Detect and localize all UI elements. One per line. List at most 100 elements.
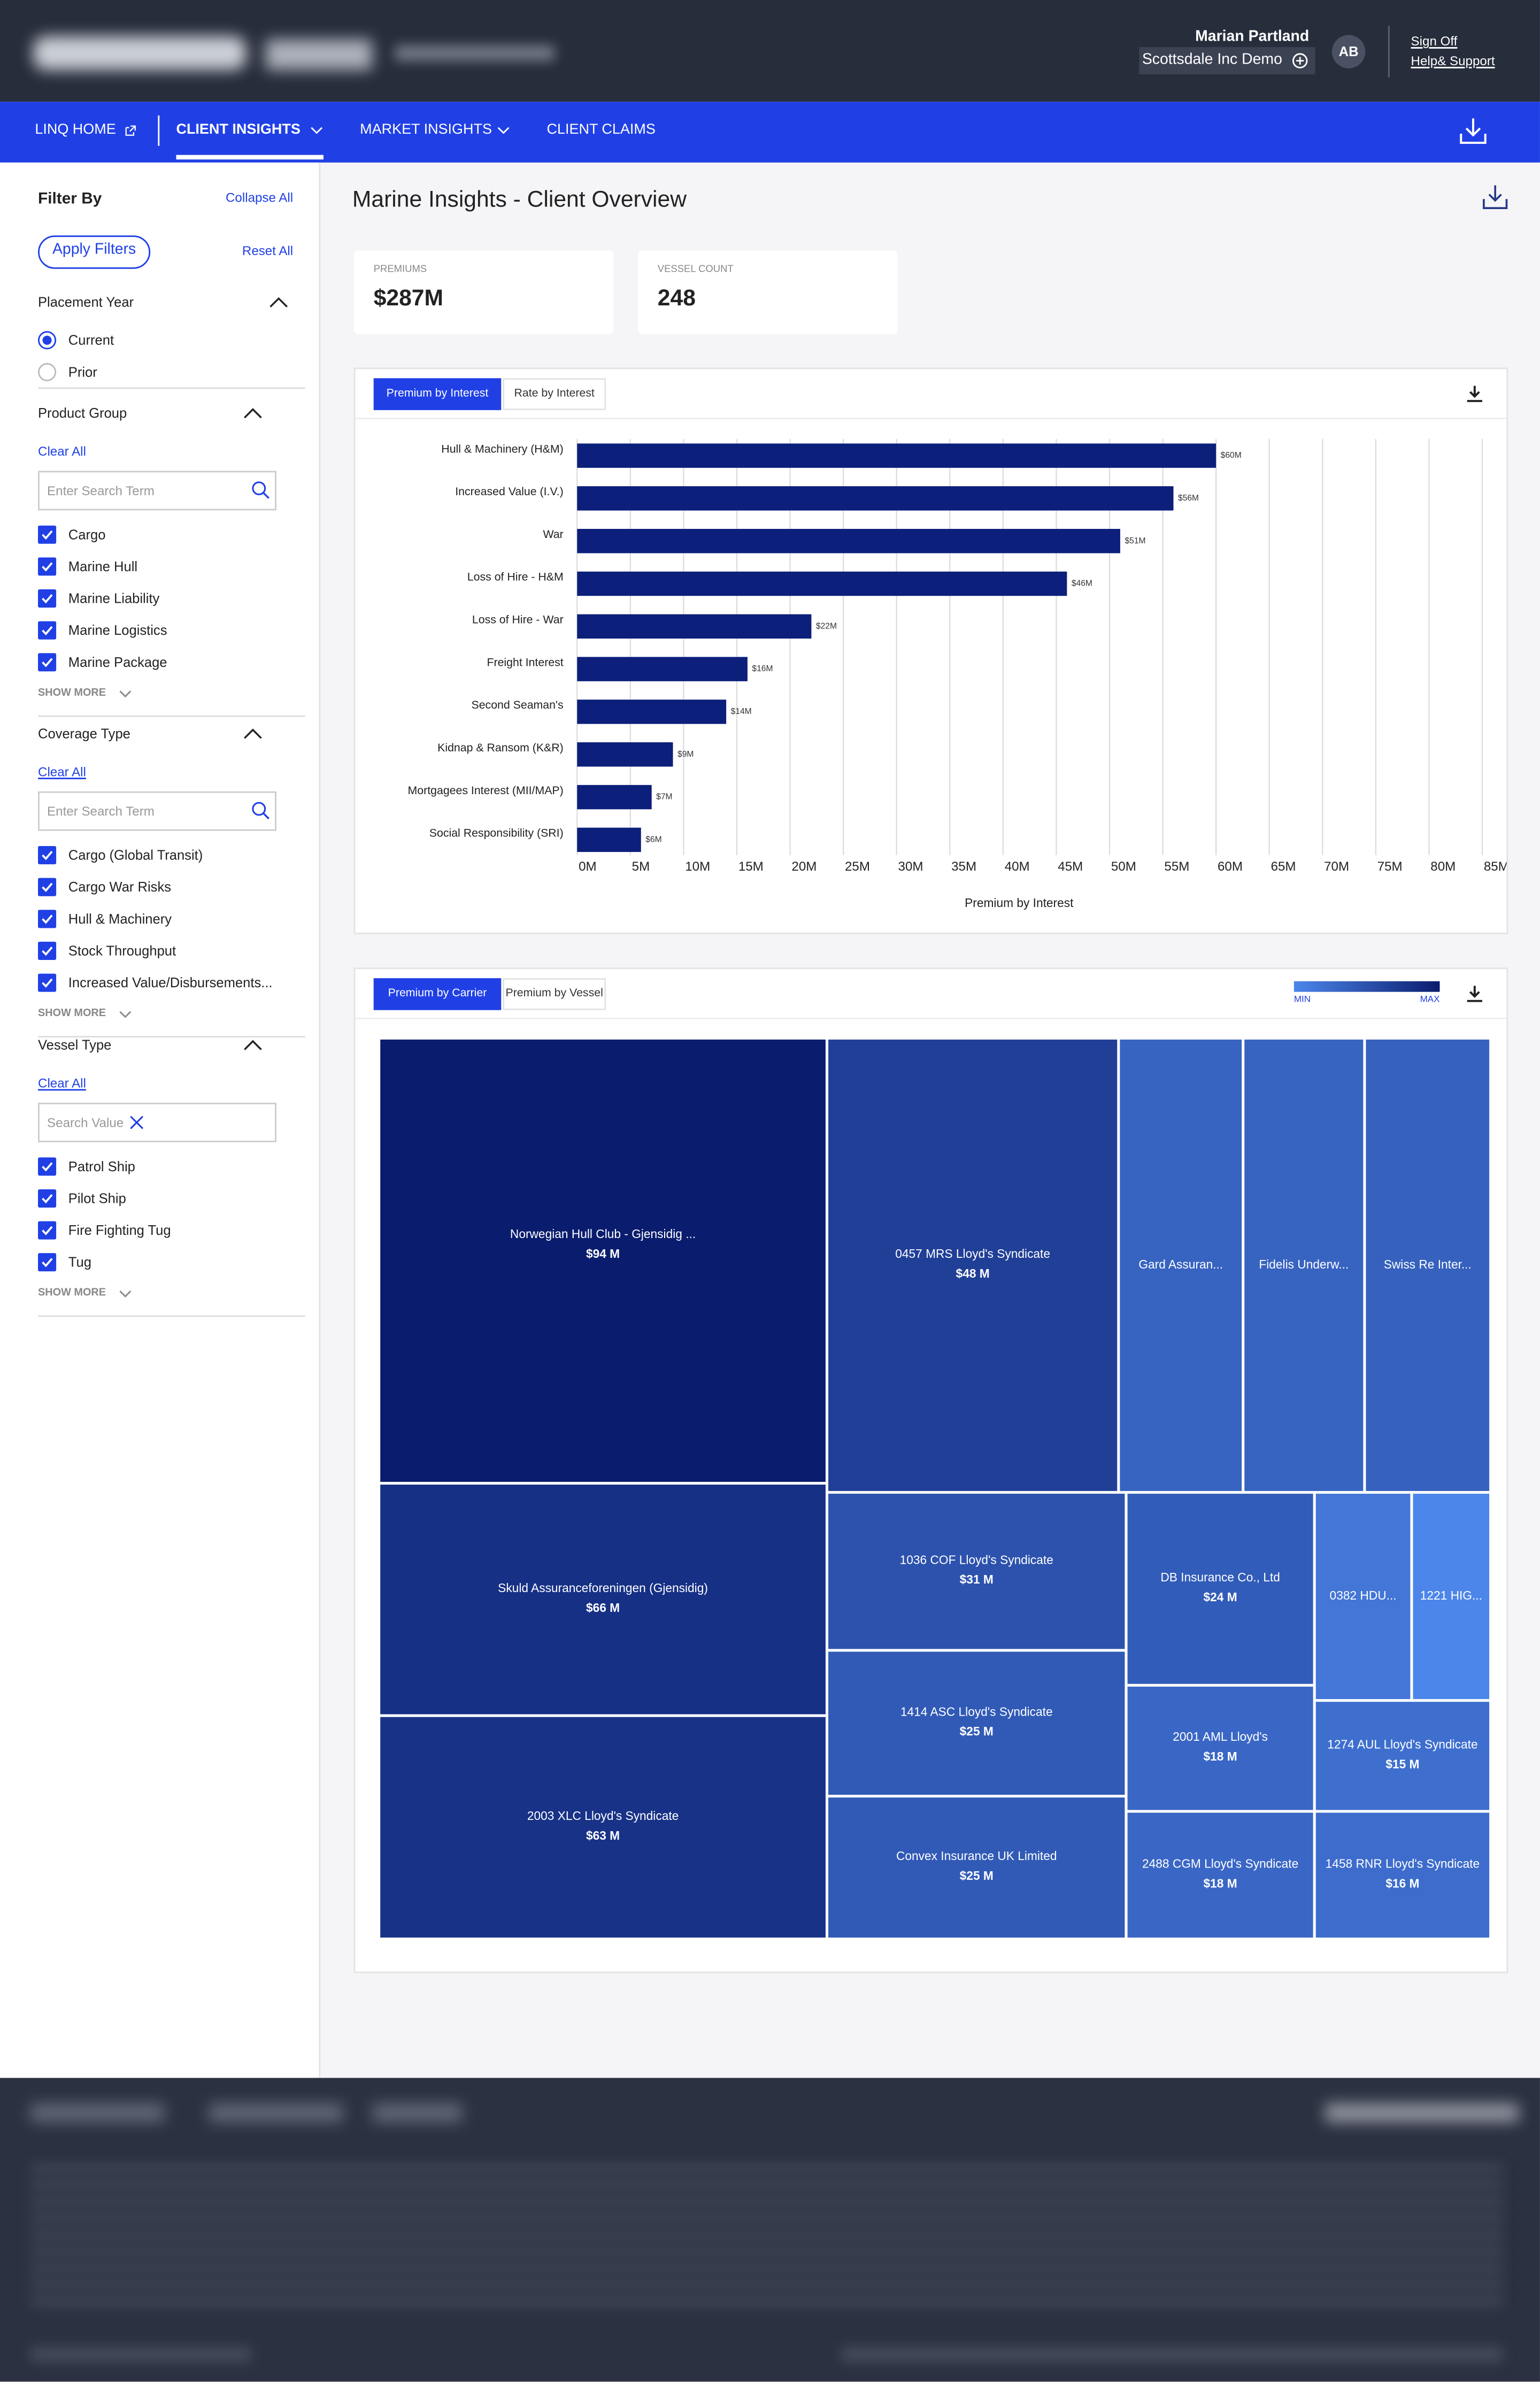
treemap-cell[interactable] xyxy=(379,1038,827,1484)
nav-divider xyxy=(158,115,160,146)
apply-label[interactable]: Apply Filters xyxy=(52,241,136,258)
show-more-chevron-shape xyxy=(119,690,132,698)
chart-tab[interactable] xyxy=(503,378,606,410)
chart-tab[interactable] xyxy=(373,978,502,1010)
collapse-all[interactable]: Collapse All xyxy=(225,190,294,205)
checkbox[interactable] xyxy=(38,589,57,608)
checkbox-label: Increased Value/Disbursements... xyxy=(68,975,273,990)
treemap-cell[interactable] xyxy=(1126,1811,1314,1939)
treemap-cell[interactable] xyxy=(1314,1700,1491,1811)
nav-item[interactable]: CLIENT INSIGHTS xyxy=(176,121,301,139)
collapse-chevron[interactable] xyxy=(270,297,288,308)
radio[interactable] xyxy=(38,331,57,350)
checkbox[interactable] xyxy=(38,1189,57,1208)
checkbox[interactable] xyxy=(38,1157,57,1176)
checkbox[interactable] xyxy=(38,941,57,961)
account-name[interactable]: Scottsdale Inc Demo xyxy=(1142,51,1282,68)
collapse-chevron-shape xyxy=(244,728,262,739)
search-icon[interactable] xyxy=(252,481,270,499)
checkbox[interactable] xyxy=(38,1253,57,1272)
treemap-cell[interactable] xyxy=(379,1483,827,1716)
treemap-cell[interactable] xyxy=(827,1650,1126,1796)
cell-value: $18 M xyxy=(1204,1876,1237,1890)
chart-download-icon[interactable] xyxy=(1467,986,1483,1002)
radio[interactable] xyxy=(38,363,57,381)
treemap-cell[interactable] xyxy=(827,1038,1119,1493)
download-icon-shape xyxy=(1460,118,1487,144)
chart-tab[interactable] xyxy=(373,378,502,410)
data-label: $60M xyxy=(1221,451,1242,460)
cell-label: 2001 AML Lloyd's xyxy=(1173,1730,1268,1743)
treemap-cell[interactable] xyxy=(827,1492,1126,1650)
chart-download-icon[interactable] xyxy=(1467,386,1483,402)
collapse-chevron[interactable] xyxy=(244,728,262,739)
checkbox[interactable] xyxy=(38,846,57,865)
show-more[interactable]: SHOW MORE xyxy=(38,1008,106,1019)
collapse-chevron[interactable] xyxy=(244,408,262,419)
bar-chart-panel: Premium by Interest Rate by Interest 0M 5M 1… xyxy=(353,367,1508,934)
checkbox[interactable] xyxy=(38,910,57,928)
checkbox[interactable] xyxy=(38,653,57,672)
bar-chart: 0M 5M 10M 15M 20M 25M 30M 35M 40M 45M 50M 55M 60M 65M… xyxy=(408,439,1506,910)
download-icon[interactable] xyxy=(1459,118,1487,144)
chart-tab[interactable] xyxy=(503,978,606,1010)
x-tick-label: 5M xyxy=(632,859,650,874)
data-label: $9M xyxy=(677,750,694,759)
search-box[interactable] xyxy=(38,791,276,831)
cell-value: $63 M xyxy=(586,1828,620,1842)
treemap-cell[interactable] xyxy=(1412,1492,1491,1701)
nav-item[interactable]: LINQ HOME xyxy=(35,121,116,139)
checkbox[interactable] xyxy=(38,1221,57,1240)
cell-label: Skuld Assuranceforeningen (Gjensidig) xyxy=(498,1581,708,1595)
download-icon[interactable] xyxy=(1482,185,1508,210)
clear-all[interactable]: Clear All xyxy=(38,1075,86,1091)
collapse-chevron-shape xyxy=(270,297,288,308)
cell-label: 1221 HIG... xyxy=(1420,1588,1482,1602)
show-more[interactable]: SHOW MORE xyxy=(38,1288,106,1299)
section-divider xyxy=(38,1315,305,1317)
apply-button[interactable] xyxy=(38,235,151,269)
treemap-cell[interactable] xyxy=(1365,1038,1491,1493)
nav-item[interactable]: MARKET INSIGHTS xyxy=(360,121,492,139)
reset-all[interactable]: Reset All xyxy=(242,243,294,258)
data-label: $51M xyxy=(1125,536,1145,545)
treemap-cell[interactable] xyxy=(1314,1492,1412,1701)
clear-all[interactable]: Clear All xyxy=(38,443,86,459)
external-link-icon-shape xyxy=(125,125,136,136)
treemap-cell[interactable] xyxy=(827,1796,1126,1939)
checkbox[interactable] xyxy=(38,557,57,576)
checkbox[interactable] xyxy=(38,525,57,544)
clear-search-icon[interactable] xyxy=(130,1116,144,1129)
cell-label: Norwegian Hull Club - Gjensidig ... xyxy=(510,1227,696,1241)
y-tick-label: Loss of Hire - War xyxy=(472,613,564,626)
treemap-cell[interactable] xyxy=(1243,1038,1365,1493)
kpi-label: PREMIUMS xyxy=(373,264,427,275)
checkbox-label: Cargo War Risks xyxy=(68,879,172,895)
y-tick-label: Mortgagees Interest (MII/MAP) xyxy=(408,784,564,797)
cell-label: DB Insurance Co., Ltd xyxy=(1160,1570,1280,1584)
treemap-cell[interactable] xyxy=(1126,1492,1314,1685)
checkbox-shape xyxy=(42,562,53,572)
collapse-chevron[interactable] xyxy=(244,1040,262,1050)
search-box[interactable] xyxy=(38,1102,276,1142)
show-more[interactable]: SHOW MORE xyxy=(38,688,106,699)
cell-value: $25 M xyxy=(960,1724,994,1738)
checkbox[interactable] xyxy=(38,973,57,992)
sign-off-link[interactable]: Sign Off xyxy=(1411,33,1458,49)
help-link[interactable]: Help& Support xyxy=(1411,53,1495,68)
search-box[interactable] xyxy=(38,471,276,511)
checkbox[interactable] xyxy=(38,621,57,640)
treemap-cell[interactable] xyxy=(379,1716,827,1939)
checkbox-shape xyxy=(42,1194,53,1204)
treemap-cell[interactable] xyxy=(1126,1685,1314,1811)
cell-value: $66 M xyxy=(586,1601,620,1615)
treemap-cell[interactable] xyxy=(1314,1811,1491,1939)
cell-value: $94 M xyxy=(586,1247,620,1261)
data-label: $16M xyxy=(752,664,773,673)
clear-all[interactable]: Clear All xyxy=(38,764,86,780)
nav-item[interactable]: CLIENT CLAIMS xyxy=(546,121,656,139)
checkbox[interactable] xyxy=(38,878,57,896)
search-icon[interactable] xyxy=(252,802,270,820)
treemap-cell[interactable] xyxy=(1119,1038,1243,1493)
